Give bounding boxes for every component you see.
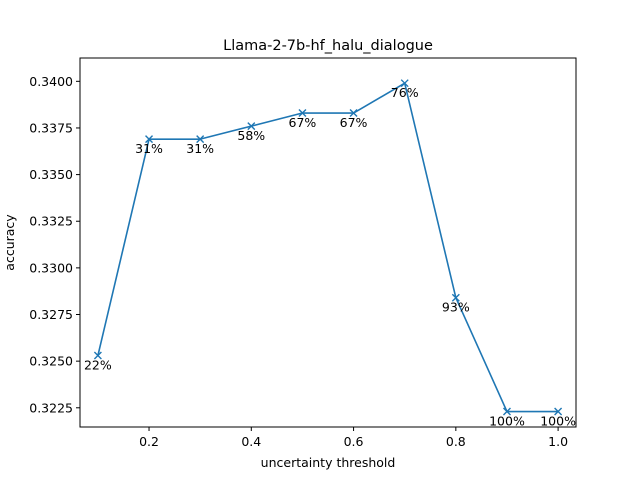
y-tick-label: 0.3400 [29, 74, 73, 89]
y-tick-label: 0.3300 [29, 260, 73, 275]
data-label: 100% [489, 414, 525, 429]
data-label: 22% [84, 358, 112, 373]
data-point-marker [298, 109, 307, 118]
y-axis-label: accuracy [2, 214, 17, 271]
data-label: 67% [340, 115, 368, 130]
y-tick-label: 0.3325 [29, 214, 73, 229]
data-label: 31% [135, 141, 163, 156]
axis-ticks: 0.2 0.4 0.6 0.8 1.0 0.3225 0.3250 0.3275 0.3300 0… [29, 74, 568, 449]
x-axis-label: uncertainty threshold [261, 455, 396, 470]
x-tick-label: 0.4 [241, 434, 261, 449]
data-label: 31% [186, 141, 214, 156]
plot-frame [79, 57, 577, 428]
data-point-marker [145, 135, 154, 144]
data-label: 100% [540, 414, 576, 429]
y-tick-label: 0.3375 [29, 120, 73, 135]
x-tick-label: 0.2 [139, 434, 159, 449]
data-point-marker [400, 79, 409, 88]
data-point-marker [349, 109, 358, 118]
data-label: 58% [237, 128, 265, 143]
data-labels: 22% 31% 31% 58% 67% 67% 76% 93% 100% 100% [84, 85, 576, 428]
data-point-marker [451, 293, 460, 302]
chart-title: Llama-2-7b-hf_halu_dialogue [223, 38, 433, 54]
x-tick-label: 1.0 [548, 434, 568, 449]
data-point-marker [93, 351, 102, 360]
data-label: 67% [289, 115, 317, 130]
data-point-marker [554, 407, 563, 416]
data-point-marker [247, 122, 256, 131]
y-tick-label: 0.3250 [29, 354, 73, 369]
y-tick-label: 0.3225 [29, 400, 73, 415]
data-point-marker [502, 407, 511, 416]
x-tick-label: 0.8 [446, 434, 466, 449]
y-tick-label: 0.3350 [29, 167, 73, 182]
data-label: 93% [442, 300, 470, 315]
x-tick-label: 0.6 [344, 434, 364, 449]
y-tick-label: 0.3275 [29, 307, 73, 322]
data-point-marker [196, 135, 205, 144]
data-series [93, 79, 563, 416]
series-line [97, 82, 559, 413]
data-label: 76% [391, 85, 419, 100]
